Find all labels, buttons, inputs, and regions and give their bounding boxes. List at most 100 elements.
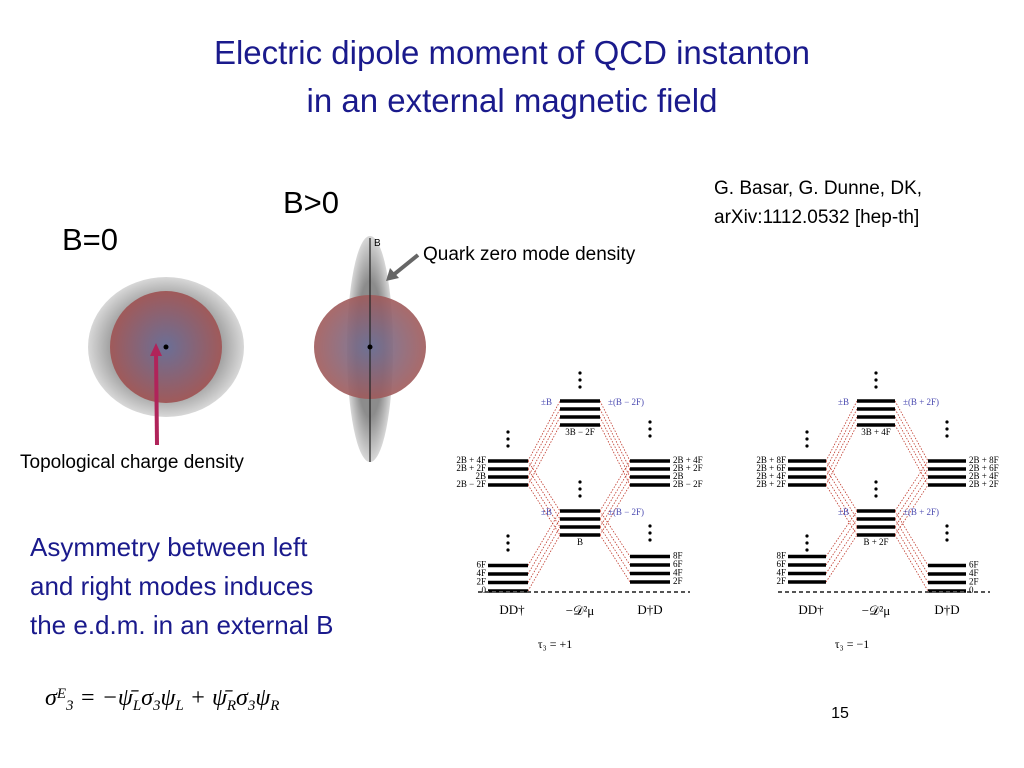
ellipsis-dot (874, 480, 878, 484)
level-label: −𝒟²μ (566, 603, 595, 618)
ellipsis-dot (506, 548, 510, 552)
transition (527, 526, 561, 583)
level-label: 6F (969, 560, 979, 570)
formula-part: + ψ̄ (184, 685, 233, 711)
formula-part: ψ (255, 685, 271, 711)
arrow (390, 253, 420, 278)
level-label: DD† (499, 602, 525, 617)
ellipsis-dot (506, 437, 510, 441)
ellipsis-dot (648, 538, 652, 542)
level-label: 2B + 6F (969, 463, 999, 473)
level-label: ±B (838, 397, 849, 407)
arrow-head (150, 343, 162, 356)
transition (527, 476, 561, 528)
ellipsis-dot (945, 420, 949, 424)
formula-part: σ (45, 685, 58, 711)
ellipsis-dot (945, 427, 949, 431)
transition (599, 468, 631, 520)
transition (894, 408, 929, 470)
ellipsis-dot (805, 541, 809, 545)
transition (599, 408, 631, 470)
level-label: ±(B − 2F) (608, 507, 644, 517)
ellipsis-dot (648, 524, 652, 528)
level-label: 6F (476, 560, 486, 570)
transition (894, 424, 929, 486)
level-label: 2B (475, 471, 486, 481)
ellipsis-dot (506, 444, 510, 448)
transition (894, 468, 929, 520)
transition (527, 460, 561, 512)
level-label: 2B + 2F (969, 479, 999, 489)
ellipsis-dot (578, 480, 582, 484)
axis-label: B (374, 238, 381, 249)
title: Electric dipole moment of QCD instanton (214, 34, 810, 71)
formula-part: R (226, 698, 236, 714)
transition (599, 518, 631, 566)
level-label: ±(B + 2F) (903, 507, 939, 517)
level-label: ±B (541, 397, 552, 407)
level-label: 2B + 4F (756, 471, 786, 481)
ellipsis-dot (945, 524, 949, 528)
ellipsis-dot (648, 420, 652, 424)
level-label: D†D (637, 602, 662, 617)
level-label: ±B (838, 507, 849, 517)
level-label: 4F (969, 568, 979, 578)
citation: arXiv:1112.0532 [hep-th] (714, 207, 919, 228)
level-label: 2B − 2F (673, 479, 703, 489)
ellipsis-dot (578, 385, 582, 389)
level-label: B (577, 537, 583, 547)
arrow-head (386, 268, 399, 281)
page-number: 15 (831, 705, 849, 722)
level-label: −𝒟²μ (862, 603, 891, 618)
ellipsis-dot (874, 385, 878, 389)
level-label: DD† (798, 602, 824, 617)
transition (527, 424, 561, 486)
transition (825, 476, 858, 528)
ellipsis-dot (874, 378, 878, 382)
level-label: ±B (541, 507, 552, 517)
level-label: 2B + 4F (969, 471, 999, 481)
transition (894, 416, 929, 478)
level-label: 2F (776, 576, 786, 586)
transition (894, 510, 929, 566)
level-label: D†D (934, 602, 959, 617)
arrow (154, 351, 159, 446)
level-label: 2B − 2F (456, 479, 486, 489)
transition (825, 408, 858, 470)
transition (527, 416, 561, 478)
level-label: 6F (776, 559, 786, 569)
transition (825, 416, 858, 478)
transition (894, 460, 929, 512)
transition (825, 534, 858, 583)
ellipsis-dot (506, 534, 510, 538)
transition (599, 424, 631, 486)
body-text: and right modes induces (30, 571, 313, 601)
transition (825, 518, 858, 566)
transition (599, 534, 631, 583)
ellipsis-dot (805, 548, 809, 552)
ellipsis-dot (805, 437, 809, 441)
transition (825, 510, 858, 557)
level-label: 4F (776, 568, 786, 578)
ellipsis-dot (506, 541, 510, 545)
level-label: 2B + 6F (756, 463, 786, 473)
ellipsis-dot (578, 494, 582, 498)
transition (894, 526, 929, 583)
level-label: ±(B − 2F) (608, 397, 644, 407)
title: in an external magnetic field (307, 82, 718, 119)
ellipsis-dot (578, 487, 582, 491)
ellipsis-dot (648, 434, 652, 438)
body-text: Asymmetry between left (30, 532, 308, 562)
ellipsis-dot (805, 430, 809, 434)
level-label: B + 2F (863, 537, 888, 547)
level-label: 0 (482, 585, 487, 595)
ellipsis-dot (945, 531, 949, 535)
ellipsis-dot (945, 538, 949, 542)
level-label: 2B + 2F (673, 463, 703, 473)
level-label: 2B + 8F (756, 455, 786, 465)
transition (527, 468, 561, 520)
ellipsis-dot (874, 494, 878, 498)
ellipsis-dot (805, 444, 809, 448)
